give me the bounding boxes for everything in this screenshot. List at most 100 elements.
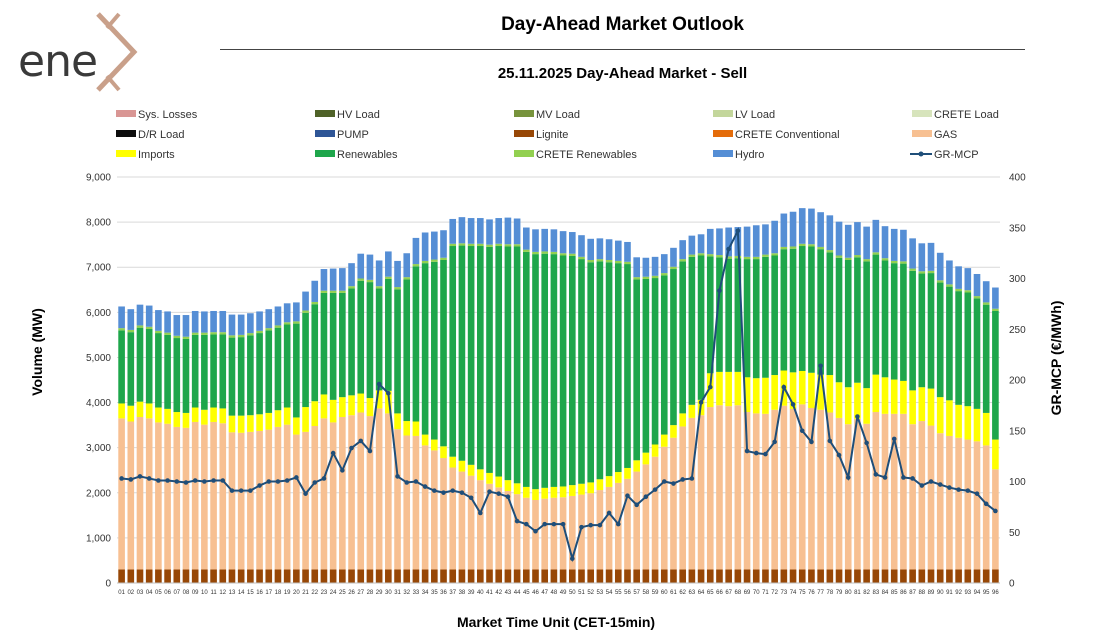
y-tick-label: 9,000 — [86, 173, 111, 184]
x-tick-label: 53 — [597, 590, 604, 596]
gr-mcp-point — [671, 481, 676, 486]
bar-renewables — [890, 263, 898, 380]
bar-crete-renewables — [559, 253, 567, 256]
bar-gas — [201, 424, 208, 570]
bar-hydro — [210, 310, 217, 333]
x-tick-label: 08 — [183, 590, 190, 596]
bar-hydro — [605, 239, 613, 260]
bar-imports — [835, 382, 843, 418]
bar-lignite — [568, 569, 576, 583]
bar-hydro — [237, 314, 245, 335]
bar-imports — [403, 421, 411, 436]
bar-hydro — [973, 273, 981, 297]
bar-gas — [679, 426, 686, 570]
bar-lignite — [918, 569, 926, 583]
gr-mcp-point — [266, 479, 272, 484]
bar-lignite — [900, 569, 907, 583]
x-tick-label: 27 — [357, 590, 364, 596]
bar-gas — [458, 471, 466, 570]
x-tick-label: 20 — [293, 590, 300, 596]
bar-renewables — [743, 259, 751, 378]
bar-hydro — [201, 311, 208, 333]
bar-lignite — [302, 569, 309, 583]
y-axis-title: Volume (MW) — [29, 308, 45, 396]
bar-gas — [155, 422, 162, 570]
gr-mcp-point — [634, 502, 639, 508]
bar-crete-renewables — [670, 266, 677, 270]
bar-hydro — [440, 230, 447, 258]
gr-mcp-point — [827, 438, 833, 444]
bar-renewables — [320, 292, 328, 395]
x-tick-label: 44 — [514, 590, 521, 596]
bar-crete-renewables — [265, 328, 273, 331]
bar-gas — [394, 429, 401, 570]
y2-tick-label: 100 — [1009, 477, 1026, 488]
bar-crete-renewables — [348, 286, 355, 289]
x-tick-label: 52 — [587, 590, 594, 596]
legend-label-crete-conventional: CRETE Conventional — [735, 129, 840, 141]
bar-crete-renewables — [955, 288, 962, 292]
gr-mcp-point — [974, 491, 980, 496]
bar-crete-renewables — [789, 246, 797, 249]
y2-tick-label: 50 — [1009, 528, 1021, 539]
bar-renewables — [486, 246, 493, 473]
x-tick-label: 21 — [302, 590, 309, 596]
bar-renewables — [228, 337, 236, 416]
bar-renewables — [808, 246, 815, 373]
x-tick-label: 96 — [992, 590, 999, 596]
bar-imports — [412, 421, 420, 436]
bar-gas — [670, 437, 677, 570]
gr-mcp-point — [919, 483, 925, 488]
bar-lignite — [265, 569, 273, 583]
x-tick-label: 76 — [808, 590, 815, 596]
bar-hydro — [265, 309, 273, 329]
bar-gas — [247, 431, 254, 570]
bar-renewables — [578, 259, 585, 484]
gr-mcp-point — [993, 508, 998, 514]
bar-imports — [716, 371, 723, 406]
x-tick-label: 80 — [845, 590, 852, 596]
x-tick-label: 94 — [974, 590, 981, 596]
x-tick-label: 62 — [679, 590, 686, 596]
bar-renewables — [734, 258, 742, 372]
bar-hydro — [458, 217, 466, 244]
bar-imports — [688, 404, 696, 418]
x-tick-label: 84 — [882, 590, 889, 596]
legend-swatch-hv-load — [315, 110, 335, 117]
bar-renewables — [283, 324, 291, 408]
x-tick-label: 10 — [201, 590, 208, 596]
bar-gas — [182, 427, 190, 570]
bar-hydro — [568, 232, 576, 254]
bar-imports — [955, 404, 962, 438]
bar-imports — [256, 414, 263, 431]
bar-hydro — [504, 217, 512, 245]
bar-hydro — [412, 237, 420, 265]
bar-crete-renewables — [587, 260, 594, 263]
bar-crete-renewables — [366, 279, 374, 283]
bar-renewables — [780, 249, 788, 371]
gr-mcp-point — [183, 480, 189, 485]
bar-crete-renewables — [725, 256, 732, 259]
bar-renewables — [670, 269, 677, 426]
chart-legend: Sys. Losses HV Load MV Load LV Load CRETE Lo… — [116, 109, 999, 161]
bar-renewables — [201, 334, 208, 410]
bar-gas — [909, 424, 916, 570]
y2-tick-label: 300 — [1009, 274, 1026, 285]
legend-label-crete-renewables: CRETE Renewables — [536, 149, 637, 161]
bar-gas — [421, 445, 429, 570]
bar-renewables — [587, 262, 594, 483]
x-tick-label: 31 — [394, 590, 401, 596]
bar-hydro — [283, 303, 291, 323]
bar-hydro — [431, 231, 438, 260]
bar-renewables — [624, 264, 631, 468]
bar-renewables — [614, 263, 622, 473]
bar-hydro — [743, 226, 751, 257]
gr-mcp-point — [652, 487, 658, 492]
bar-gas — [780, 405, 788, 570]
bar-hydro — [817, 212, 824, 247]
bar-renewables — [329, 292, 337, 400]
bar-crete-renewables — [385, 276, 392, 279]
gr-mcp-point — [579, 524, 584, 530]
x-tick-label: 19 — [284, 590, 291, 596]
bar-renewables — [762, 256, 769, 378]
